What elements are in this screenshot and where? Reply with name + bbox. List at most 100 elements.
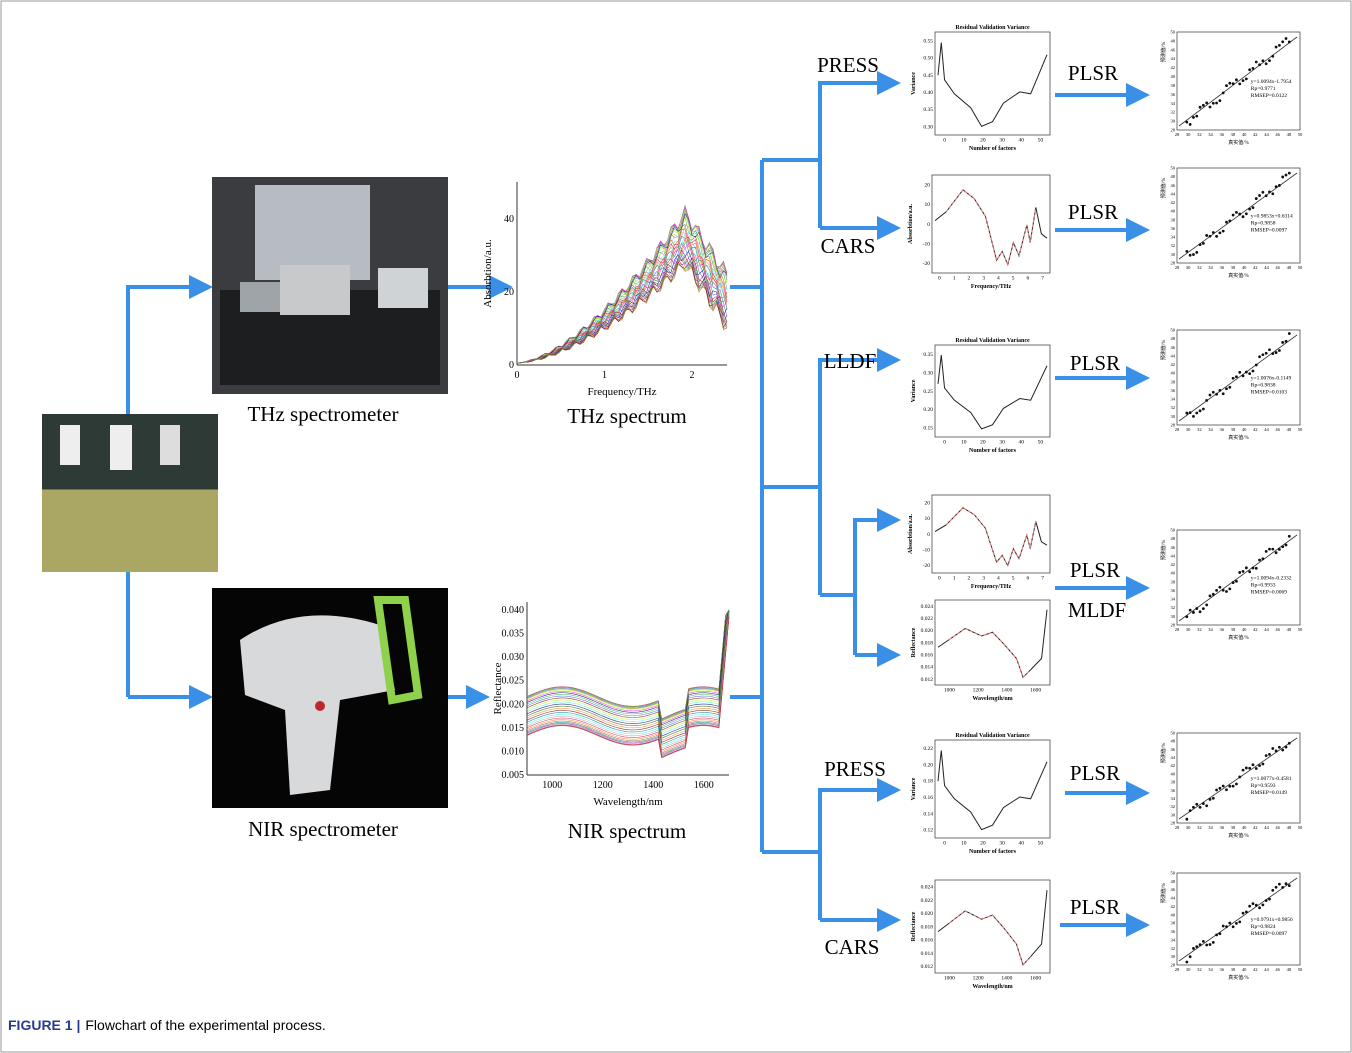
y-tick-label: 0.15 bbox=[923, 426, 933, 432]
y-tick-label: 32 bbox=[1171, 405, 1176, 410]
x-tick-label: 1600 bbox=[1030, 688, 1041, 694]
curve bbox=[938, 43, 1047, 127]
flowchart: THz spectrometer NIR spectrometer THz sp… bbox=[0, 0, 1352, 1053]
x-tick-label: 4 bbox=[997, 276, 1000, 282]
x-tick-label: 50 bbox=[1298, 627, 1303, 632]
y-tick-label: 46 bbox=[1171, 345, 1176, 350]
sample-point bbox=[1258, 559, 1261, 562]
x-tick-label: 28 bbox=[1175, 265, 1180, 270]
y-tick-label: 46 bbox=[1171, 747, 1176, 752]
sample-point bbox=[1275, 750, 1278, 753]
spectrum-label: THz spectrum bbox=[567, 404, 687, 428]
sample-point bbox=[1215, 235, 1218, 238]
cow-photo bbox=[42, 414, 218, 572]
curve bbox=[938, 750, 1047, 829]
x-tick-label: 30 bbox=[1186, 132, 1191, 137]
x-tick-label: 1400 bbox=[1001, 688, 1012, 694]
sample-point bbox=[1215, 102, 1218, 105]
y-tick-label: 48 bbox=[1171, 336, 1176, 341]
y-tick-label: 0.010 bbox=[502, 746, 525, 757]
method-label: LLDF bbox=[824, 349, 877, 373]
y-tick-label: 50 bbox=[1171, 166, 1176, 171]
sample-point bbox=[1285, 544, 1288, 547]
spectrum-line bbox=[527, 611, 729, 751]
x-tick-label: 1000 bbox=[944, 688, 955, 694]
x-tick-label: 40 bbox=[1019, 841, 1025, 847]
y-tick-label: 50 bbox=[1171, 871, 1176, 876]
sample-point bbox=[1192, 611, 1195, 614]
sample-point bbox=[1235, 922, 1238, 925]
sample-point bbox=[1258, 764, 1261, 767]
sample-point bbox=[1238, 371, 1241, 374]
fit-stat: Rp=0.9858 bbox=[1251, 220, 1276, 226]
y-tick-label: 0 bbox=[509, 360, 514, 371]
x-tick-label: 46 bbox=[1275, 967, 1280, 972]
sample-point bbox=[1218, 586, 1221, 589]
sample-point bbox=[1285, 340, 1288, 343]
caption-label: FIGURE 1 | bbox=[8, 1017, 80, 1033]
x-tick-label: 34 bbox=[1208, 132, 1213, 137]
spectrum-line bbox=[517, 206, 727, 363]
model-label: PLSR bbox=[1070, 761, 1120, 785]
y-axis-label: 预测值/% bbox=[1160, 540, 1167, 561]
sample-point bbox=[1278, 349, 1281, 352]
sample-point bbox=[1195, 115, 1198, 118]
y-tick-label: 40 bbox=[1171, 571, 1176, 576]
sample-point bbox=[1271, 55, 1274, 58]
x-tick-label: 32 bbox=[1197, 265, 1202, 270]
sample-point bbox=[1258, 355, 1261, 358]
y-tick-label: 44 bbox=[1171, 353, 1176, 358]
y-tick-label: -10 bbox=[923, 547, 931, 553]
x-tick-label: 48 bbox=[1287, 627, 1292, 632]
sample-point bbox=[1202, 802, 1205, 805]
fit-stat: y=0.9791x+0.9856 bbox=[1251, 917, 1293, 923]
sample-point bbox=[1189, 955, 1192, 958]
y-tick-label: 32 bbox=[1171, 605, 1176, 610]
sample-point bbox=[1265, 550, 1268, 553]
sample-point bbox=[1212, 941, 1215, 944]
x-tick-label: 0 bbox=[943, 138, 946, 144]
sample-point bbox=[1245, 767, 1248, 770]
sample-point bbox=[1209, 106, 1212, 109]
x-tick-label: 28 bbox=[1175, 825, 1180, 830]
y-tick-label: 36 bbox=[1171, 92, 1176, 97]
y-tick-label: 40 bbox=[1171, 771, 1176, 776]
y-tick-label: 44 bbox=[1171, 191, 1176, 196]
sample-point bbox=[1199, 943, 1202, 946]
sample-point bbox=[1261, 353, 1264, 356]
sample-point bbox=[1255, 904, 1258, 907]
sample-point bbox=[1199, 106, 1202, 109]
sample-point bbox=[1222, 392, 1225, 395]
x-tick-label: 1 bbox=[953, 276, 956, 282]
sample-point bbox=[1285, 882, 1288, 885]
y-axis-label: 预测值/% bbox=[1160, 340, 1167, 361]
sample-point bbox=[1218, 787, 1221, 790]
spectrum-line bbox=[517, 211, 727, 363]
sample-point bbox=[1222, 785, 1225, 788]
sample-point bbox=[1278, 184, 1281, 187]
sample-point bbox=[1281, 545, 1284, 548]
sample-point bbox=[1189, 411, 1192, 414]
x-tick-label: 42 bbox=[1253, 132, 1258, 137]
y-tick-label: 0.018 bbox=[921, 924, 934, 930]
x-tick-label: 42 bbox=[1253, 265, 1258, 270]
y-tick-label: 42 bbox=[1171, 763, 1176, 768]
sample-point bbox=[1242, 375, 1245, 378]
sample-point bbox=[1228, 219, 1231, 222]
y-tick-label: 40 bbox=[1171, 371, 1176, 376]
y-tick-label: 34 bbox=[1171, 101, 1176, 106]
x-tick-label: 44 bbox=[1264, 967, 1269, 972]
sample-point bbox=[1285, 746, 1288, 749]
y-tick-label: 0.020 bbox=[921, 628, 934, 634]
sample-point bbox=[1252, 763, 1255, 766]
sample-point bbox=[1281, 886, 1284, 889]
y-tick-label: 0.016 bbox=[921, 938, 934, 944]
sample-point bbox=[1222, 589, 1225, 592]
sample-point bbox=[1235, 78, 1238, 81]
sample-point bbox=[1225, 221, 1228, 224]
x-tick-label: 34 bbox=[1208, 265, 1213, 270]
sample-point bbox=[1185, 121, 1188, 124]
y-tick-label: 0.45 bbox=[923, 73, 933, 79]
x-tick-label: 48 bbox=[1287, 265, 1292, 270]
selected-curve bbox=[946, 508, 1036, 566]
